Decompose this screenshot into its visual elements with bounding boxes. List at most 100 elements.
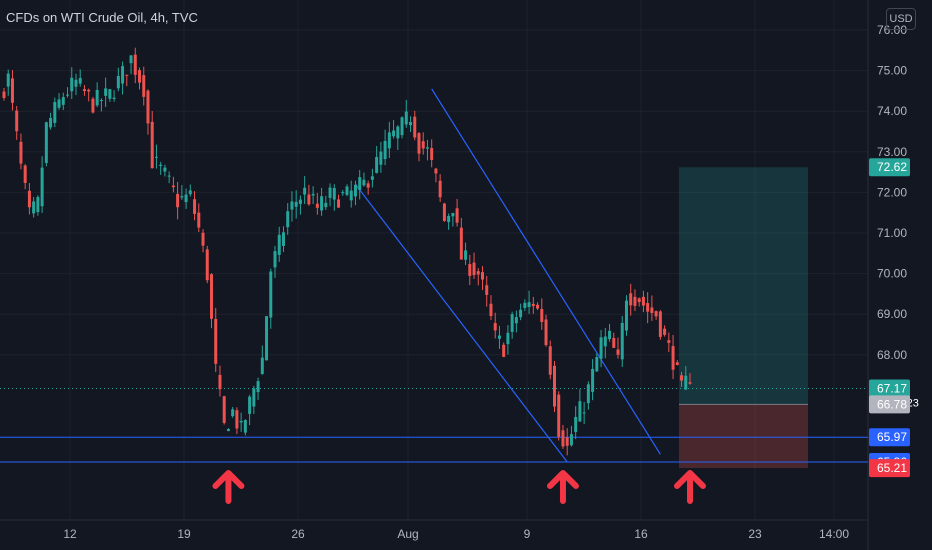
stop-zone[interactable] [679,404,808,469]
candle-body [231,409,235,417]
candle-body [527,302,531,308]
candle-body [112,97,116,100]
candle-body [53,102,57,123]
candle-body [578,401,582,422]
candle-body [353,184,357,197]
candle-body [430,148,434,160]
candle-body [476,271,480,275]
candle-body [421,141,425,149]
price-tick-label: 70.00 [877,267,907,281]
candle-body [379,151,383,165]
candle-body [485,285,489,295]
candle-body [214,318,218,364]
candle-body [32,201,36,214]
trend-channel-line[interactable] [354,183,568,463]
candle-body [180,196,184,198]
target-zone[interactable] [679,167,808,405]
candle-body [375,156,379,173]
candle-body [684,375,688,390]
candle-body [557,394,561,437]
candle-body [116,76,120,89]
candle-body [620,322,624,360]
candle-body [154,156,158,158]
candle-body [409,121,413,126]
price-label-text: 65.21 [877,461,907,475]
candle-body [413,116,417,138]
candle-body [654,311,658,317]
candle-body [688,382,692,384]
candle-body [451,212,455,217]
candle-body [290,201,294,210]
candle-body [582,412,586,414]
trend-channel-line[interactable] [431,88,661,455]
candle-body [324,202,328,208]
candle-body [218,374,222,390]
candle-body [57,99,61,108]
candle-body [27,190,31,208]
candle-body [315,203,319,208]
candle-body [362,179,366,186]
candle-body [341,192,345,194]
candle-body [201,232,205,246]
candle-body [603,336,607,347]
candle-body [273,251,277,268]
candle-body [95,89,99,106]
candle-body [633,296,637,306]
candle-body [23,165,27,183]
candle-body [193,199,197,214]
candle-body [87,89,91,92]
candle-body [497,335,501,339]
candle-body [595,357,599,372]
candle-body [438,180,442,198]
candle-body [78,78,82,84]
candle-body [624,300,628,331]
candle-body [552,365,556,407]
price-tick-label: 73.00 [877,145,907,159]
chart-title: CFDs on WTI Crude Oil, 4h, TVC [6,10,198,25]
candle-body [129,55,133,64]
up-arrow-icon [212,470,245,504]
candle-body [569,434,573,446]
candle-body [320,196,324,211]
time-tick-label: 12 [63,527,77,541]
candle-body [2,91,6,99]
candle-body [74,79,78,87]
currency-badge[interactable]: USD [886,8,916,30]
candle-body [637,298,641,303]
candle-body [565,437,569,446]
candle-body [298,199,302,204]
price-tick-label: 75.00 [877,64,907,78]
candle-body [387,132,391,149]
time-tick-label: 23 [748,527,762,541]
candle-body [205,249,209,281]
candle-body [150,121,154,169]
candle-body [383,140,387,160]
candle-body [608,330,612,340]
candle-body [332,188,336,200]
candle-body [235,410,239,429]
candle-body [184,194,188,203]
price-label [869,428,910,447]
up-arrow-icon [674,470,706,504]
candle-body [121,66,125,84]
candle-body [159,164,163,166]
candle-body [358,177,362,190]
candle-body [61,97,65,105]
candle-body [226,429,230,432]
candle-body [163,167,167,172]
candle-body [489,303,493,317]
candle-body [675,362,679,365]
candle-body [209,274,213,319]
candle-body [646,303,650,312]
candle-body [442,203,446,221]
candle-body [125,74,129,76]
candle-body [519,309,523,318]
candle-body [629,293,633,306]
time-tick-label: Aug [397,527,418,541]
candle-body [70,77,74,92]
candle-body [243,420,247,433]
candle-body [337,199,341,208]
candle-body [269,271,273,318]
candle-body [328,187,332,198]
